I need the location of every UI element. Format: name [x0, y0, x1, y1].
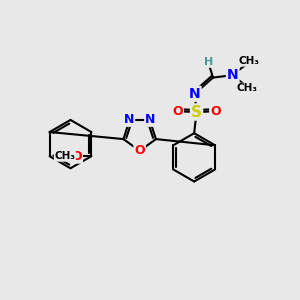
Text: O: O — [71, 150, 82, 163]
Text: O: O — [210, 105, 221, 118]
Text: N: N — [145, 113, 155, 126]
Text: N: N — [189, 87, 201, 101]
Text: N: N — [124, 113, 134, 126]
Text: O: O — [172, 105, 183, 118]
Text: S: S — [191, 104, 202, 119]
Text: CH₃: CH₃ — [237, 83, 258, 93]
Text: CH₃: CH₃ — [54, 151, 75, 161]
Text: N: N — [227, 68, 239, 82]
Text: O: O — [134, 144, 145, 158]
Text: H: H — [204, 57, 213, 67]
Text: CH₃: CH₃ — [238, 56, 260, 66]
